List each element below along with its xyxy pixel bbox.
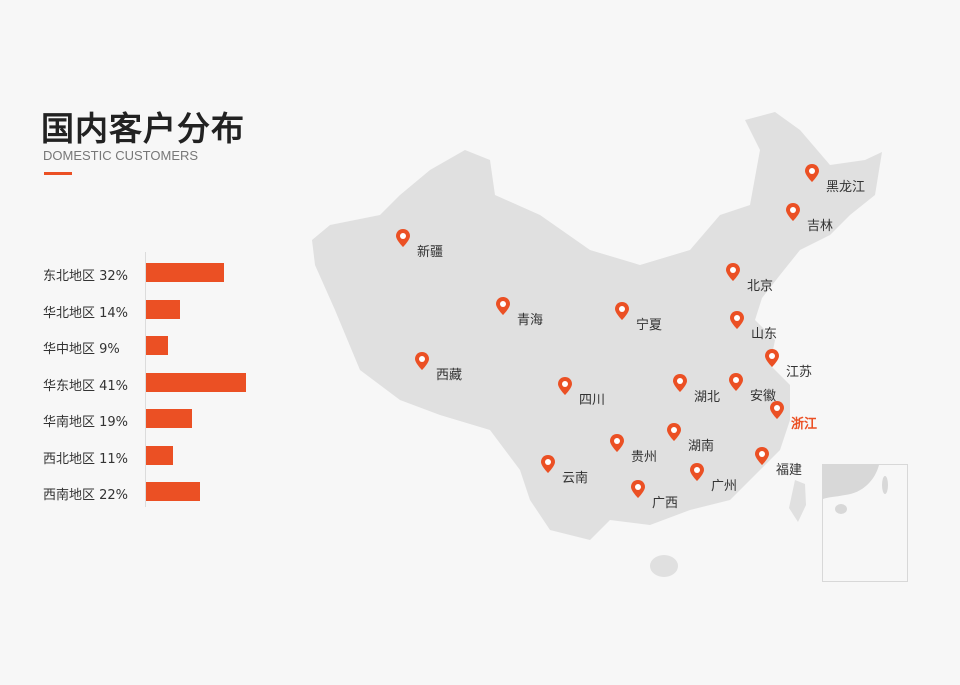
map-pin-icon: [690, 463, 704, 481]
map-location-label: 广西: [652, 496, 679, 511]
map-location-label: 北京: [747, 279, 774, 294]
map-location-label: 黑龙江: [826, 180, 866, 195]
map-pin-icon: [726, 263, 740, 281]
map-location-label: 西藏: [436, 368, 463, 383]
bar-label: 华北地区 14%: [43, 305, 129, 321]
map-pin-icon: [558, 377, 572, 395]
map-location-label: 青海: [517, 313, 544, 328]
map-pin-icon: [667, 423, 681, 441]
bar: [146, 299, 181, 319]
bar-label: 华中地区 9%: [43, 342, 120, 357]
map-location-label: 湖北: [694, 390, 721, 405]
bar: [146, 409, 193, 428]
map-pin-icon: [415, 352, 429, 370]
bar: [146, 336, 168, 355]
map-location-label: 安徽: [750, 389, 777, 404]
map-pin-icon: [730, 311, 744, 329]
map-location-label: 新疆: [417, 245, 444, 260]
page-subtitle: DOMESTIC CUSTOMERS: [43, 148, 199, 163]
map-location-label: 山东: [751, 327, 778, 342]
map-location-label: 福建: [776, 463, 803, 478]
map-location-label: 四川: [579, 393, 606, 408]
map-pin-icon: [615, 302, 629, 320]
map-location-label: 江苏: [786, 365, 813, 380]
map-pin-icon: [770, 401, 784, 419]
china-mainland-shape: [312, 112, 882, 540]
bar-label: 东北地区 32%: [43, 269, 129, 284]
map-pin-icon: [541, 455, 555, 473]
taiwan-shape: [789, 480, 806, 522]
inset-map: [823, 465, 888, 514]
bar-axis-line: [145, 252, 146, 507]
map-location-label: 贵州: [631, 450, 658, 465]
map-pin-icon: [610, 434, 624, 452]
bar-label: 西南地区 22%: [43, 488, 129, 503]
bar-label: 西北地区 11%: [43, 451, 129, 467]
map-location-label: 宁夏: [636, 318, 663, 333]
bar-label: 华东地区 41%: [43, 378, 129, 394]
map-location-label: 云南: [562, 471, 589, 486]
map-location-label: 湖南: [688, 439, 715, 454]
map-pin-icon: [729, 373, 743, 391]
bar: [146, 372, 247, 392]
bar-label: 华南地区 19%: [43, 415, 129, 430]
south-china-sea-inset: [822, 464, 908, 582]
page-title: 国内客户分布: [41, 109, 245, 148]
map-location-label: 广州: [711, 479, 738, 494]
bar: [146, 263, 225, 282]
bar: [146, 482, 200, 501]
hainan-shape: [650, 555, 678, 577]
map-pin-icon: [805, 164, 819, 182]
map-pin-icon: [755, 447, 769, 465]
title-accent-line: [44, 172, 72, 175]
map-pin-icon: [631, 480, 645, 498]
map-location-label: 浙江: [791, 417, 818, 432]
map-pin-icon: [765, 349, 779, 367]
map-location-label: 吉林: [807, 219, 834, 234]
map-pin-icon: [786, 203, 800, 221]
bar: [146, 445, 173, 465]
map-pin-icon: [496, 297, 510, 315]
map-pin-icon: [396, 229, 410, 247]
map-pin-icon: [673, 374, 687, 392]
